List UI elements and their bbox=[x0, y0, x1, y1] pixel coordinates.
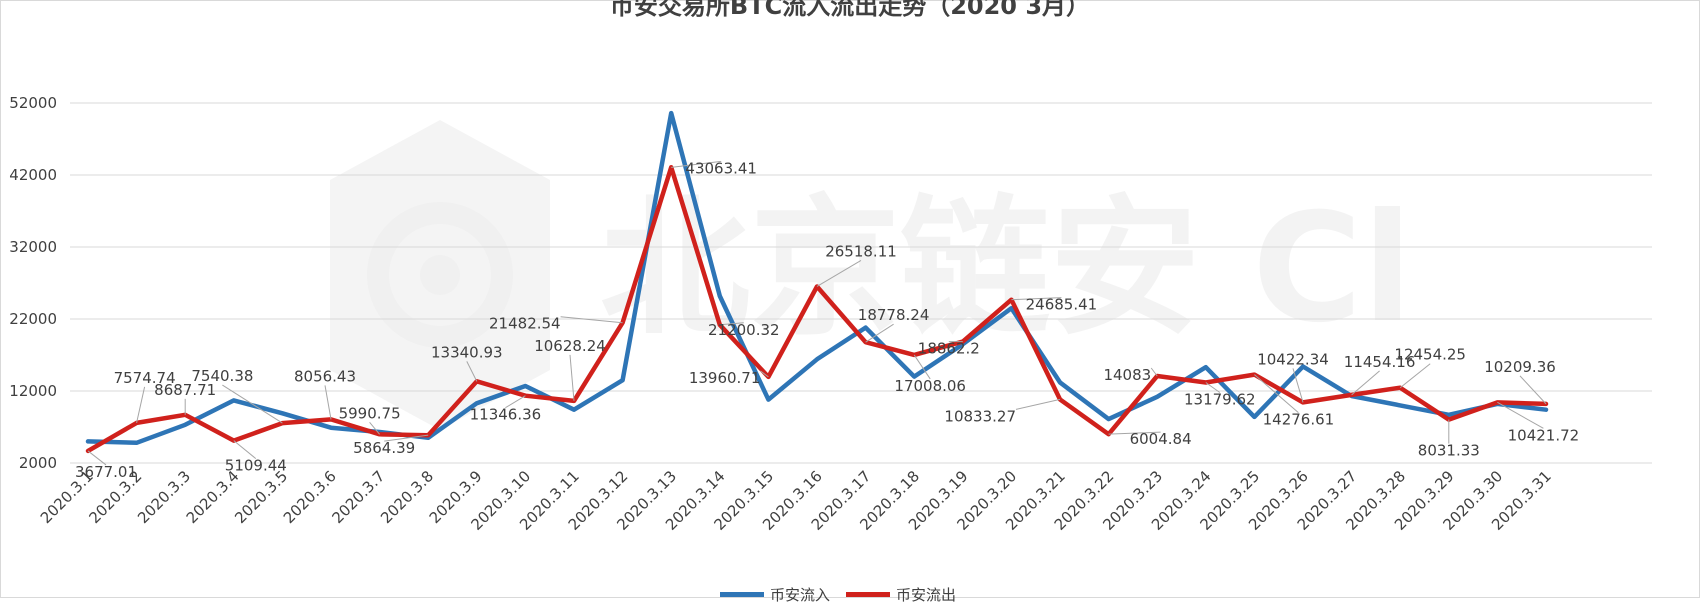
data-point bbox=[767, 398, 770, 401]
data-label: 10422.34 bbox=[1257, 350, 1329, 368]
data-label: 43063.41 bbox=[685, 159, 757, 177]
data-label: 10209.36 bbox=[1484, 358, 1556, 376]
series-line-0 bbox=[88, 113, 1546, 443]
label-leader bbox=[325, 385, 331, 419]
data-point bbox=[718, 294, 721, 297]
data-label: 11346.36 bbox=[470, 406, 542, 424]
label-leader bbox=[570, 355, 574, 401]
data-point bbox=[135, 441, 138, 444]
data-label: 14276.61 bbox=[1263, 411, 1335, 429]
y-tick-label: 2000 bbox=[19, 454, 57, 472]
legend-item-outflow: 币安流出 bbox=[846, 584, 956, 605]
data-point bbox=[232, 399, 235, 402]
data-label: 10421.72 bbox=[1508, 426, 1580, 444]
y-tick-label: 32000 bbox=[9, 238, 57, 256]
data-point bbox=[1447, 413, 1450, 416]
y-tick-label: 12000 bbox=[9, 382, 57, 400]
y-tick-label: 52000 bbox=[9, 94, 57, 112]
data-point bbox=[573, 408, 576, 411]
data-point bbox=[1204, 366, 1207, 369]
data-label: 5109.44 bbox=[225, 457, 287, 475]
data-label: 10628.24 bbox=[534, 337, 606, 355]
legend-swatch-inflow bbox=[720, 592, 764, 597]
data-point bbox=[1107, 418, 1110, 421]
data-point bbox=[330, 426, 333, 429]
data-label: 8031.33 bbox=[1418, 442, 1480, 460]
data-point bbox=[670, 112, 673, 115]
label-leader bbox=[1520, 376, 1546, 404]
data-point bbox=[864, 326, 867, 329]
data-label: 5864.39 bbox=[353, 439, 415, 457]
data-point bbox=[621, 379, 624, 382]
data-label: 3677.01 bbox=[75, 463, 137, 481]
data-label: 21482.54 bbox=[489, 315, 561, 333]
legend-label-inflow: 币安流入 bbox=[770, 584, 830, 605]
label-leader bbox=[467, 361, 477, 381]
data-point bbox=[1399, 404, 1402, 407]
data-label: 17008.06 bbox=[894, 377, 966, 395]
data-label: 18778.24 bbox=[858, 306, 930, 324]
data-label: 12454.25 bbox=[1394, 346, 1466, 364]
data-label: 18862.2 bbox=[918, 340, 980, 358]
data-label: 14083 bbox=[1103, 366, 1151, 384]
y-tick-label: 22000 bbox=[9, 310, 57, 328]
label-leader bbox=[1151, 368, 1157, 376]
data-point bbox=[184, 423, 187, 426]
data-point bbox=[1545, 408, 1548, 411]
data-point bbox=[1059, 381, 1062, 384]
data-point bbox=[87, 440, 90, 443]
data-point bbox=[1156, 395, 1159, 398]
label-leader bbox=[1016, 399, 1060, 409]
y-tick-label: 42000 bbox=[9, 166, 57, 184]
data-point bbox=[1253, 415, 1256, 418]
data-label: 21200.32 bbox=[708, 321, 780, 339]
data-label: 24685.41 bbox=[1026, 296, 1098, 314]
legend-label-outflow: 币安流出 bbox=[896, 584, 956, 605]
data-label: 26518.11 bbox=[825, 242, 897, 260]
label-leader bbox=[137, 387, 145, 423]
legend: 币安流入 币安流出 bbox=[720, 584, 956, 605]
legend-swatch-outflow bbox=[846, 592, 890, 597]
data-label: 13340.93 bbox=[431, 343, 503, 361]
label-leader bbox=[817, 260, 861, 286]
data-label: 13960.71 bbox=[689, 369, 761, 387]
data-label: 5990.75 bbox=[339, 404, 401, 422]
data-label: 6004.84 bbox=[1130, 430, 1192, 448]
label-leader bbox=[561, 317, 623, 323]
data-point bbox=[1010, 307, 1013, 310]
data-label: 7540.38 bbox=[191, 367, 253, 385]
data-point bbox=[524, 384, 527, 387]
data-point bbox=[475, 402, 478, 405]
data-label: 10833.27 bbox=[944, 407, 1016, 425]
data-label: 8056.43 bbox=[294, 367, 356, 385]
y-axis-ticks: 2000 12000 22000 32000 42000 52000 bbox=[9, 94, 57, 472]
data-point bbox=[281, 412, 284, 415]
data-label: 13179.62 bbox=[1184, 391, 1256, 409]
series-line-1 bbox=[88, 167, 1546, 451]
x-axis-ticks: 2020.3.12020.3.22020.3.32020.3.42020.3.5… bbox=[37, 467, 1555, 534]
series-lines bbox=[87, 112, 1548, 453]
legend-item-inflow: 币安流入 bbox=[720, 584, 830, 605]
data-point bbox=[816, 358, 819, 361]
